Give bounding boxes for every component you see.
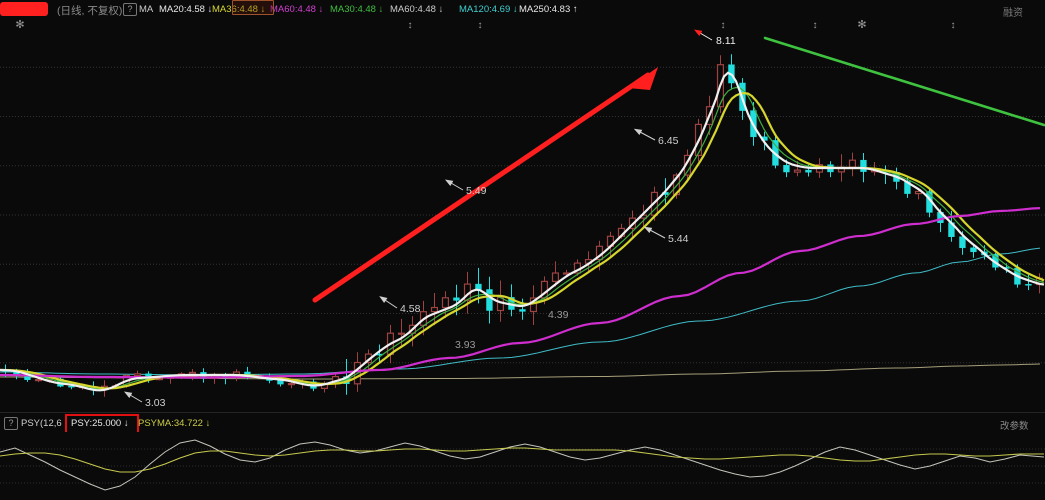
svg-text:3.03: 3.03 [145, 397, 166, 409]
svg-text:↕: ↕ [408, 20, 413, 31]
svg-text:5.44: 5.44 [668, 233, 689, 245]
svg-text:5.49: 5.49 [466, 185, 487, 197]
svg-text:↕: ↕ [721, 20, 726, 31]
svg-text:4.58: 4.58 [400, 303, 421, 315]
svg-text:4.39: 4.39 [548, 309, 569, 321]
svg-text:3.93: 3.93 [455, 339, 476, 351]
svg-text:✻: ✻ [857, 19, 866, 31]
svg-text:6.45: 6.45 [658, 135, 679, 147]
svg-text:↕: ↕ [478, 20, 483, 31]
svg-text:8.11: 8.11 [716, 35, 736, 47]
svg-text:✻: ✻ [15, 19, 24, 31]
svg-text:↕: ↕ [813, 20, 818, 31]
svg-text:↕: ↕ [951, 20, 956, 31]
